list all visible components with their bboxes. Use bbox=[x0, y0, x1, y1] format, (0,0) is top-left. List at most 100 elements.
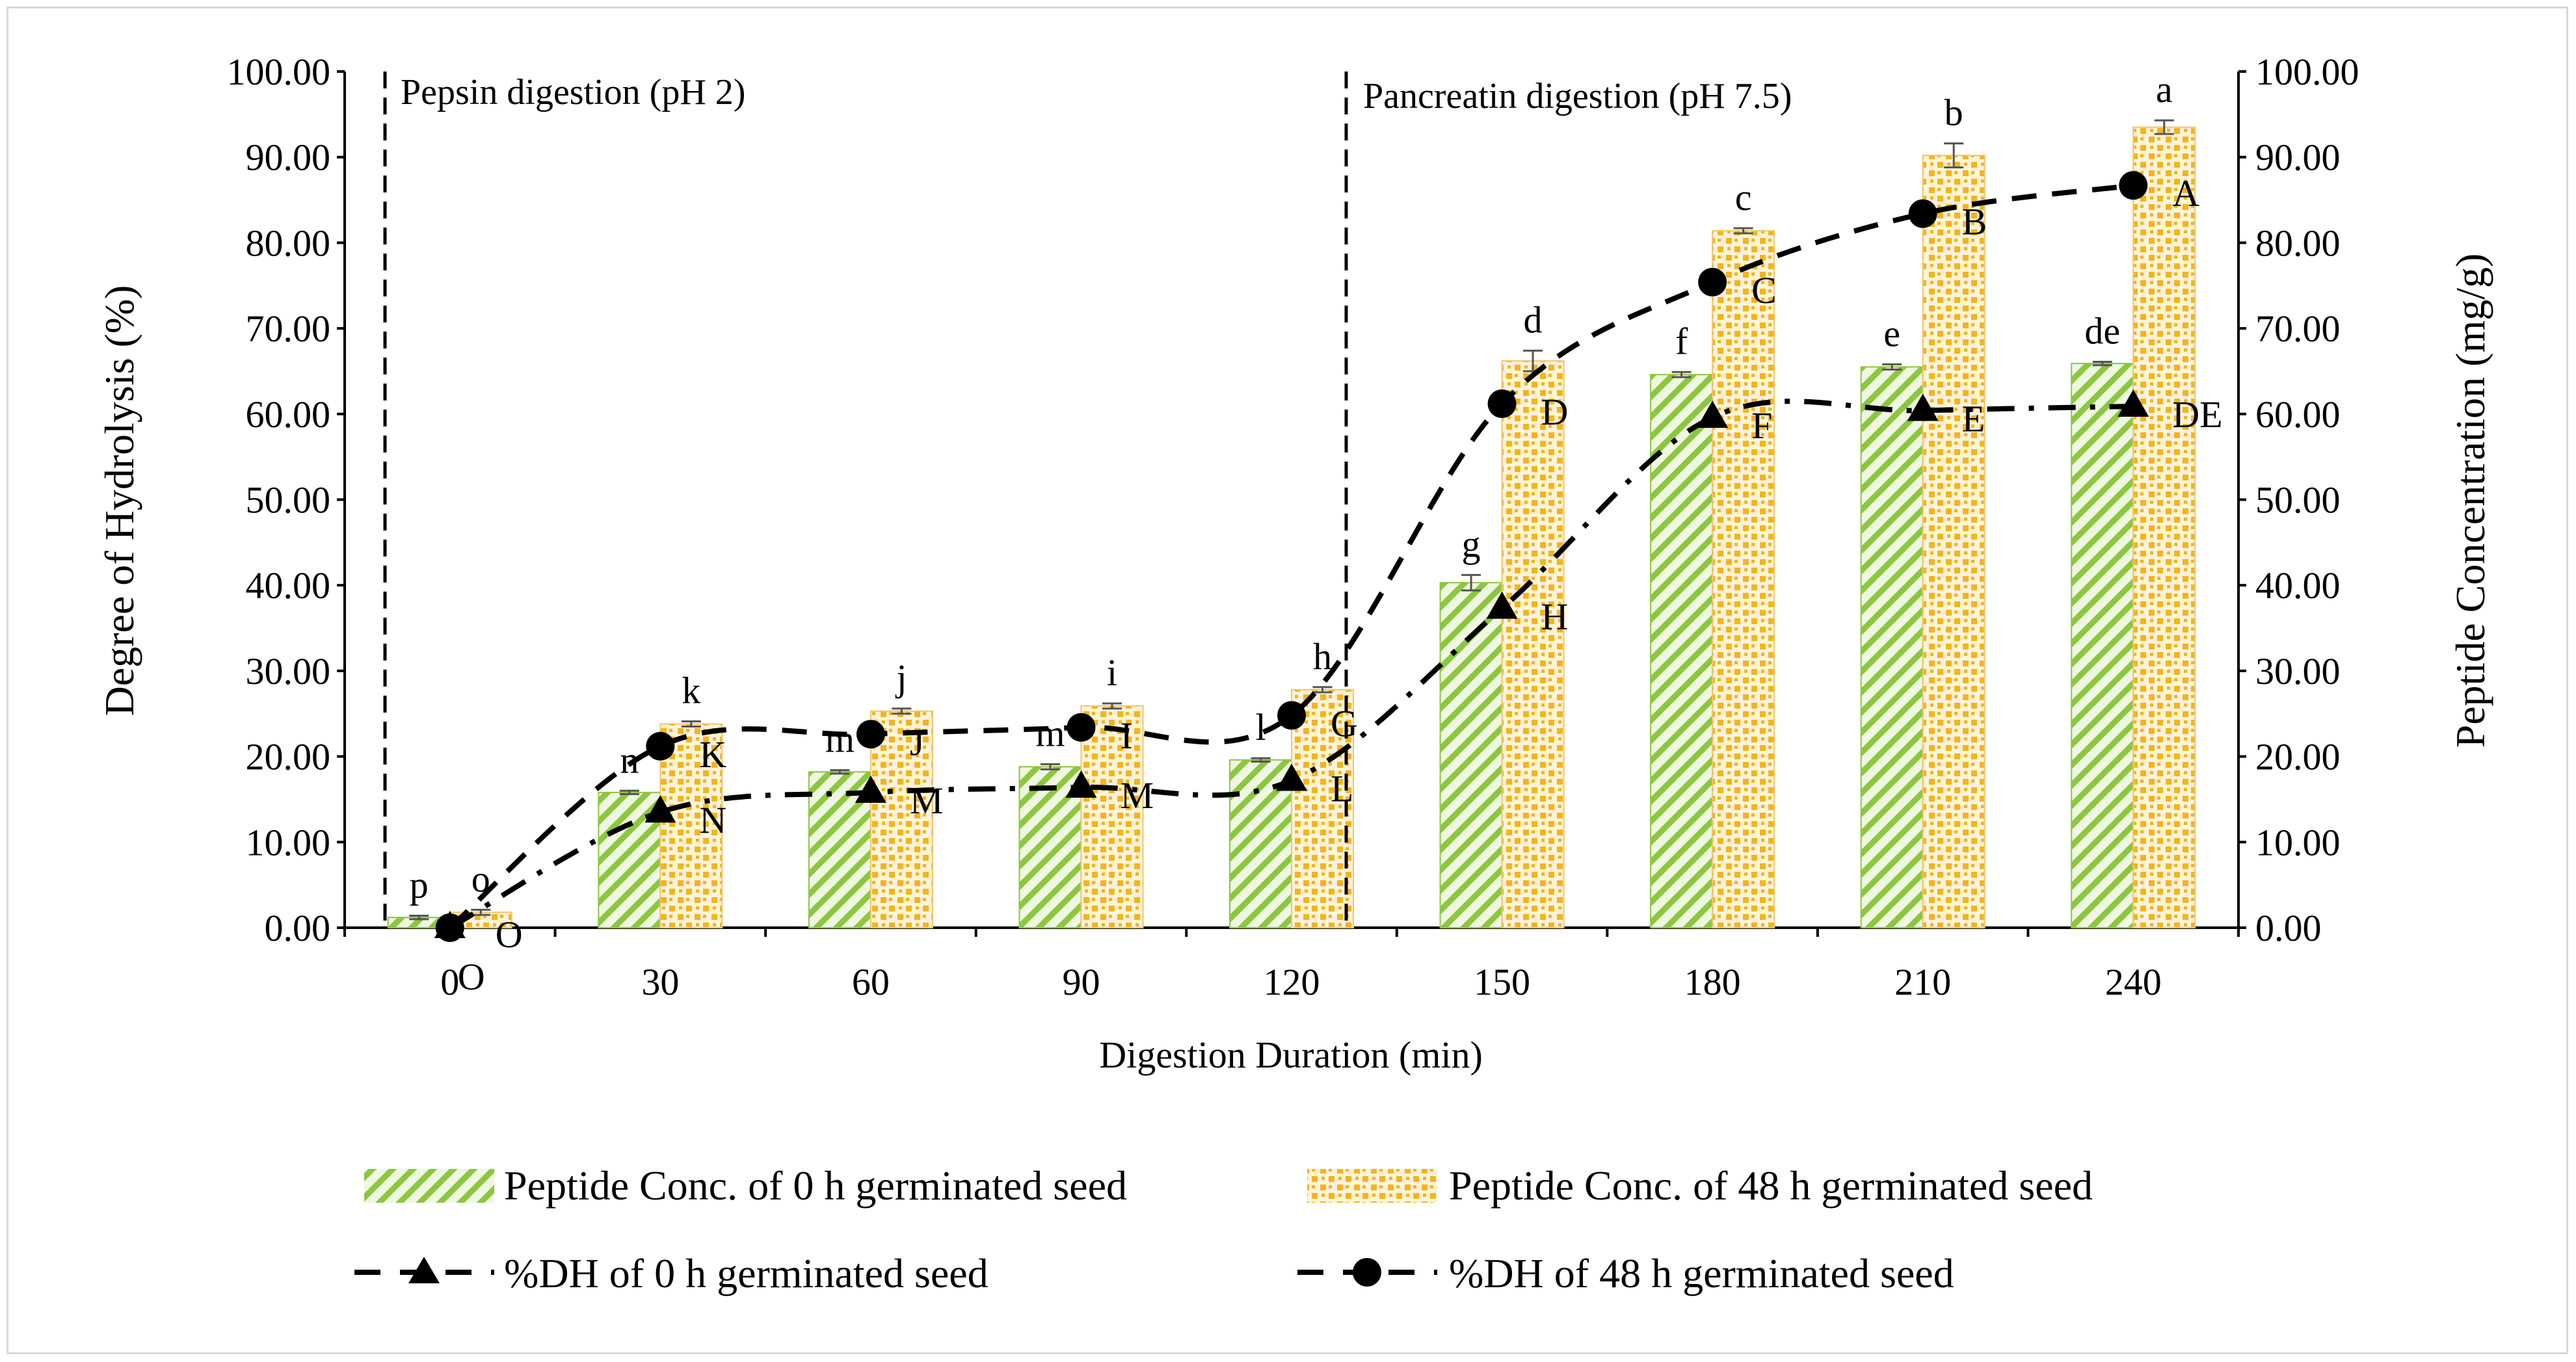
x-tick-label: 180 bbox=[1684, 961, 1741, 1003]
x-tick-label: 60 bbox=[852, 961, 890, 1003]
y-left-tick-label: 90.00 bbox=[246, 137, 331, 179]
dh-significance-letter: G bbox=[1331, 702, 1358, 744]
x-tick-label: 150 bbox=[1474, 961, 1530, 1003]
y-right-tick-label: 40.00 bbox=[2255, 564, 2341, 607]
dh-marker-0h bbox=[1697, 400, 1729, 428]
y-axis-right-title: Peptide Concentration (mg/g) bbox=[2447, 254, 2493, 748]
bar-significance-letter: p bbox=[410, 864, 429, 906]
bar-48h bbox=[870, 710, 933, 928]
y-left-tick-label: 10.00 bbox=[246, 821, 331, 863]
dh-significance-letter: D bbox=[1541, 391, 1569, 433]
y-right-tick-label: 10.00 bbox=[2255, 821, 2341, 863]
bar-significance-letter: h bbox=[1313, 635, 1332, 677]
dh-significance-letter: K bbox=[699, 733, 726, 776]
dh-significance-letter: N bbox=[699, 799, 726, 841]
y-right-tick-label: 90.00 bbox=[2255, 137, 2341, 179]
dh-marker-0h bbox=[855, 775, 886, 803]
dh-marker-0h bbox=[2118, 389, 2149, 417]
dh-marker-48h bbox=[1067, 713, 1096, 742]
dh-marker-48h bbox=[435, 913, 464, 942]
y-left-tick-label: 80.00 bbox=[246, 222, 331, 264]
bar-48h bbox=[1501, 360, 1565, 928]
y-left-tick-label: 20.00 bbox=[246, 736, 331, 778]
legend-circle-marker bbox=[1353, 1258, 1381, 1287]
dh-marker-48h bbox=[856, 720, 885, 749]
x-tick-label: 210 bbox=[1894, 961, 1951, 1003]
legend-label-0h-conc: Peptide Conc. of 0 h germinated seed bbox=[504, 1162, 1127, 1209]
dh-significance-letter: J bbox=[910, 721, 925, 763]
dh-marker-48h bbox=[1698, 267, 1727, 296]
dh-significance-letter: M bbox=[910, 779, 944, 822]
y-right-tick-label: 0.00 bbox=[2255, 907, 2322, 949]
y-left-tick-label: 40.00 bbox=[246, 564, 331, 607]
axis-ticks: 0.00 0.00 10.00 10.00 20.00 20.00 30.00 30.00 40… bbox=[227, 51, 2359, 1003]
x-tick-label: 30 bbox=[641, 961, 679, 1003]
bar-significance-letter: l bbox=[1255, 706, 1266, 748]
bar-significance-letter: o bbox=[471, 858, 490, 900]
legend-label-48h-dh: %DH of 48 h germinated seed bbox=[1449, 1250, 1954, 1296]
dh-marker-0h bbox=[1065, 770, 1097, 798]
dh-marker-0h bbox=[1486, 591, 1518, 619]
bar-0h bbox=[1860, 366, 1924, 928]
y-left-tick-label: 50.00 bbox=[246, 479, 331, 521]
error-bars bbox=[409, 119, 2174, 921]
bar-significance-letter: n bbox=[620, 739, 639, 781]
dh-significance-letter: DE bbox=[2172, 393, 2222, 436]
bar-48h bbox=[1712, 229, 1775, 928]
legend-label-48h-conc: Peptide Conc. of 48 h germinated seed bbox=[1449, 1162, 2093, 1209]
dh-significance-letter: O bbox=[496, 913, 523, 956]
x-tick-label: 0 bbox=[440, 961, 459, 1003]
bar-significance-letter: d bbox=[1524, 298, 1543, 341]
y-right-tick-label: 50.00 bbox=[2255, 479, 2341, 521]
bar-significance-letter: b bbox=[1945, 92, 1963, 134]
dh-significance-letter: H bbox=[1541, 596, 1569, 638]
legend-swatch-48h-conc bbox=[1307, 1169, 1437, 1203]
bar-significance-letter: i bbox=[1107, 651, 1117, 694]
pancreatin-phase-label: Pancreatin digestion (pH 7.5) bbox=[1363, 76, 1792, 116]
bar-0h bbox=[1650, 374, 1714, 928]
bar-significance-letter: k bbox=[682, 670, 700, 712]
dh-significance-letter: A bbox=[2172, 172, 2199, 215]
y-right-tick-label: 70.00 bbox=[2255, 308, 2341, 350]
line-marks bbox=[434, 171, 2149, 942]
dh-marker-48h bbox=[2119, 171, 2148, 200]
dh-marker-0h bbox=[644, 795, 676, 823]
bar-48h bbox=[2132, 126, 2196, 929]
dh-line-48h bbox=[448, 183, 2134, 930]
y-right-tick-label: 80.00 bbox=[2255, 222, 2341, 264]
bar-significance-letter: e bbox=[1883, 312, 1900, 354]
y-left-tick-label: 0.00 bbox=[265, 907, 331, 949]
x-axis-title: Digestion Duration (min) bbox=[1099, 1034, 1483, 1076]
bar-48h bbox=[1080, 705, 1144, 928]
y-right-tick-label: 100.00 bbox=[2255, 51, 2359, 93]
bar-0h bbox=[2071, 363, 2134, 928]
x-tick-label: 120 bbox=[1264, 961, 1320, 1003]
dh-significance-letter: I bbox=[1120, 714, 1132, 757]
bar-significance-letter: g bbox=[1462, 523, 1481, 565]
bar-48h bbox=[659, 723, 723, 928]
dh-marker-0h bbox=[1907, 393, 1939, 421]
bar-significance-letter: m bbox=[825, 718, 855, 761]
dh-marker-48h bbox=[646, 731, 675, 761]
dh-significance-letter: F bbox=[1751, 404, 1772, 447]
bar-significance-letter: j bbox=[895, 657, 907, 699]
dh-marker-0h bbox=[1276, 763, 1307, 791]
y-left-tick-label: 100.00 bbox=[227, 51, 331, 93]
x-tick-label: 240 bbox=[2105, 961, 2162, 1003]
dh-significance-letter: B bbox=[1962, 201, 1987, 243]
bar-significance-letter: f bbox=[1675, 320, 1688, 362]
dh-significance-letter: C bbox=[1751, 269, 1777, 311]
x-tick-label: 90 bbox=[1062, 961, 1100, 1003]
y-axis-left-title: Degree of Hydrolysis (%) bbox=[96, 285, 142, 716]
legend-triangle-marker bbox=[408, 1257, 440, 1283]
dh-significance-letter: M bbox=[1120, 774, 1154, 817]
bar-significance-letter: a bbox=[2156, 68, 2173, 111]
y-left-tick-label: 30.00 bbox=[246, 650, 331, 692]
dh-marker-48h bbox=[1487, 389, 1517, 418]
y-left-tick-label: 70.00 bbox=[246, 308, 331, 350]
legend-swatch-0h-conc bbox=[364, 1169, 494, 1203]
legend: Peptide Conc. of 0 h germinated seed Pep… bbox=[354, 1162, 2093, 1296]
significance-letters: p n m m l g f e de o k j i h d c b a O N M M L H F E DE O K J I G D C B A bbox=[410, 68, 2223, 998]
dh-significance-letter: E bbox=[1962, 398, 1985, 440]
